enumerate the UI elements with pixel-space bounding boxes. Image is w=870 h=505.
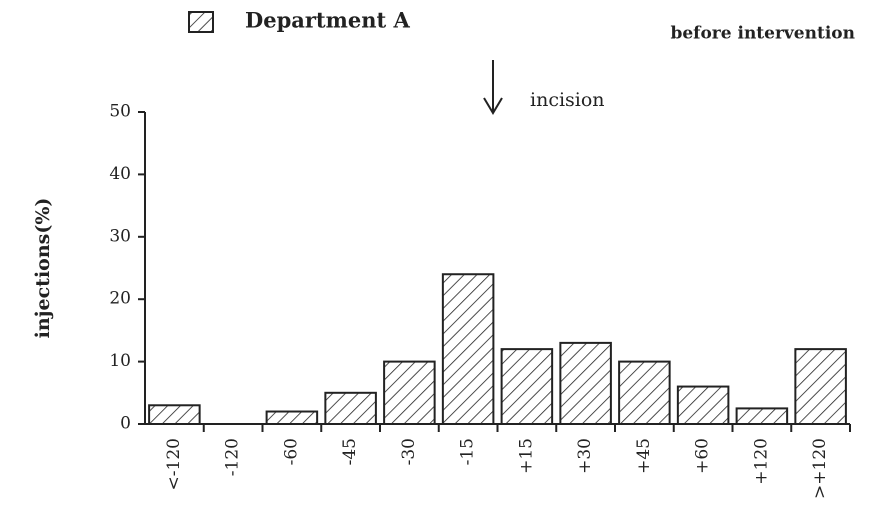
bar bbox=[324, 391, 377, 425]
x-tick-label: +15 bbox=[516, 438, 536, 474]
annotation-arrow bbox=[483, 60, 503, 115]
x-tick-label: -60 bbox=[281, 438, 301, 465]
x-tick-label: -120 bbox=[223, 438, 243, 476]
y-tick-label: 10 bbox=[109, 351, 131, 371]
legend-swatch bbox=[188, 11, 214, 33]
bar bbox=[559, 341, 612, 426]
y-tick-label: 40 bbox=[109, 164, 131, 184]
bar bbox=[148, 404, 201, 425]
x-tick-label: +120 bbox=[751, 438, 771, 485]
x-tick-label: +30 bbox=[575, 438, 595, 474]
bar bbox=[265, 410, 319, 425]
y-tick-label: 50 bbox=[109, 102, 131, 122]
x-tick-label: +60 bbox=[693, 438, 713, 474]
bar bbox=[735, 407, 789, 425]
y-tick-label: 20 bbox=[109, 289, 131, 309]
bar bbox=[383, 360, 436, 426]
bar bbox=[441, 273, 495, 425]
x-tick-label: -45 bbox=[340, 438, 360, 465]
bar bbox=[500, 348, 554, 425]
legend-label: Department A bbox=[245, 8, 410, 33]
annotation: incision bbox=[530, 89, 605, 111]
x-tick-label: -15 bbox=[458, 438, 478, 465]
bar bbox=[618, 360, 671, 426]
x-tick-label: <-120 bbox=[164, 438, 184, 490]
axes bbox=[144, 112, 850, 425]
x-tick-label: +45 bbox=[634, 438, 654, 474]
subtitle: before intervention bbox=[670, 24, 855, 44]
x-tick-label: -30 bbox=[399, 438, 419, 465]
y-tick-label: 30 bbox=[109, 226, 131, 246]
x-tick-label: >+120 bbox=[810, 438, 830, 499]
bar bbox=[676, 385, 730, 425]
y-tick-label: 0 bbox=[120, 414, 131, 434]
bar bbox=[794, 348, 847, 425]
y-axis-label: injections(%) bbox=[32, 198, 54, 339]
